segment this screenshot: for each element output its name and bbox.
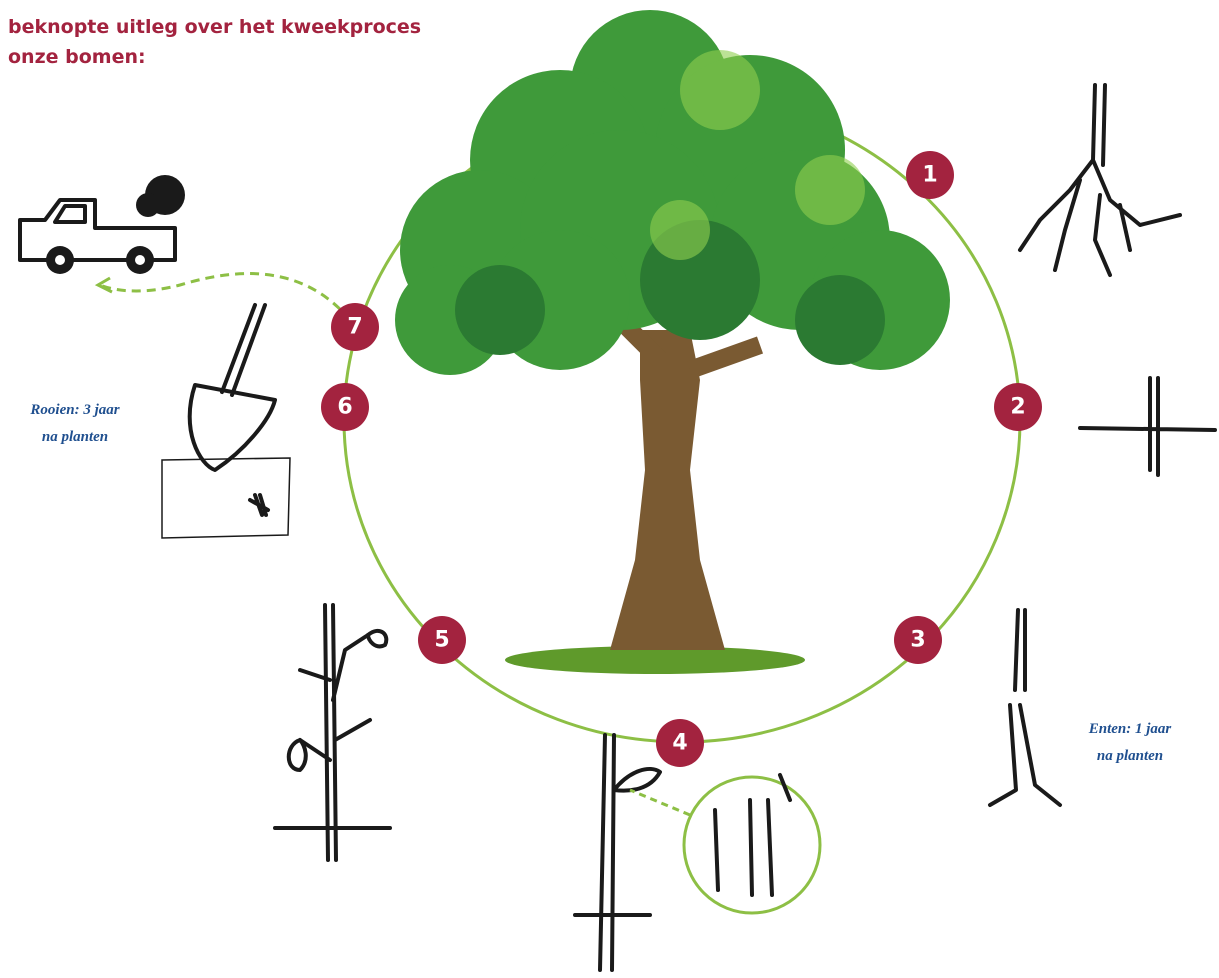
truck-icon — [20, 175, 185, 274]
title-line: beknopte uitleg over het kweekproces — [8, 16, 421, 38]
step-number: 1 — [922, 163, 937, 188]
title-line: onze bomen: — [8, 46, 146, 68]
step-marker: 3 — [894, 616, 942, 664]
step-marker: 1 — [906, 151, 954, 199]
cutting-icon — [1080, 378, 1215, 475]
seedling-icon — [575, 735, 660, 970]
annotation: na planten — [42, 429, 108, 445]
step-marker: 5 — [418, 616, 466, 664]
annotation: Rooien: 3 jaar — [29, 402, 119, 418]
shovel-icon — [162, 305, 290, 538]
step-number: 4 — [672, 731, 687, 756]
step-number: 3 — [910, 628, 925, 653]
step-number: 6 — [337, 395, 352, 420]
plant-icon — [275, 605, 390, 860]
graft-icon — [990, 610, 1060, 805]
step-number: 7 — [347, 315, 362, 340]
dashed-arrow — [630, 790, 690, 815]
step-number: 2 — [1010, 395, 1025, 420]
dashed-arrow — [100, 274, 350, 320]
step-marker: 4 — [656, 719, 704, 767]
annotation: na planten — [1097, 748, 1163, 764]
arrowhead — [98, 278, 112, 292]
tree-illustration — [395, 10, 950, 674]
step-number: 5 — [434, 628, 449, 653]
step-marker: 7 — [331, 303, 379, 351]
roots-icon — [1020, 85, 1180, 275]
step-marker: 6 — [321, 383, 369, 431]
annotation: Enten: 1 jaar — [1088, 721, 1172, 737]
page: beknopte uitleg over het kweekproces onz… — [0, 0, 1219, 978]
step-marker: 2 — [994, 383, 1042, 431]
